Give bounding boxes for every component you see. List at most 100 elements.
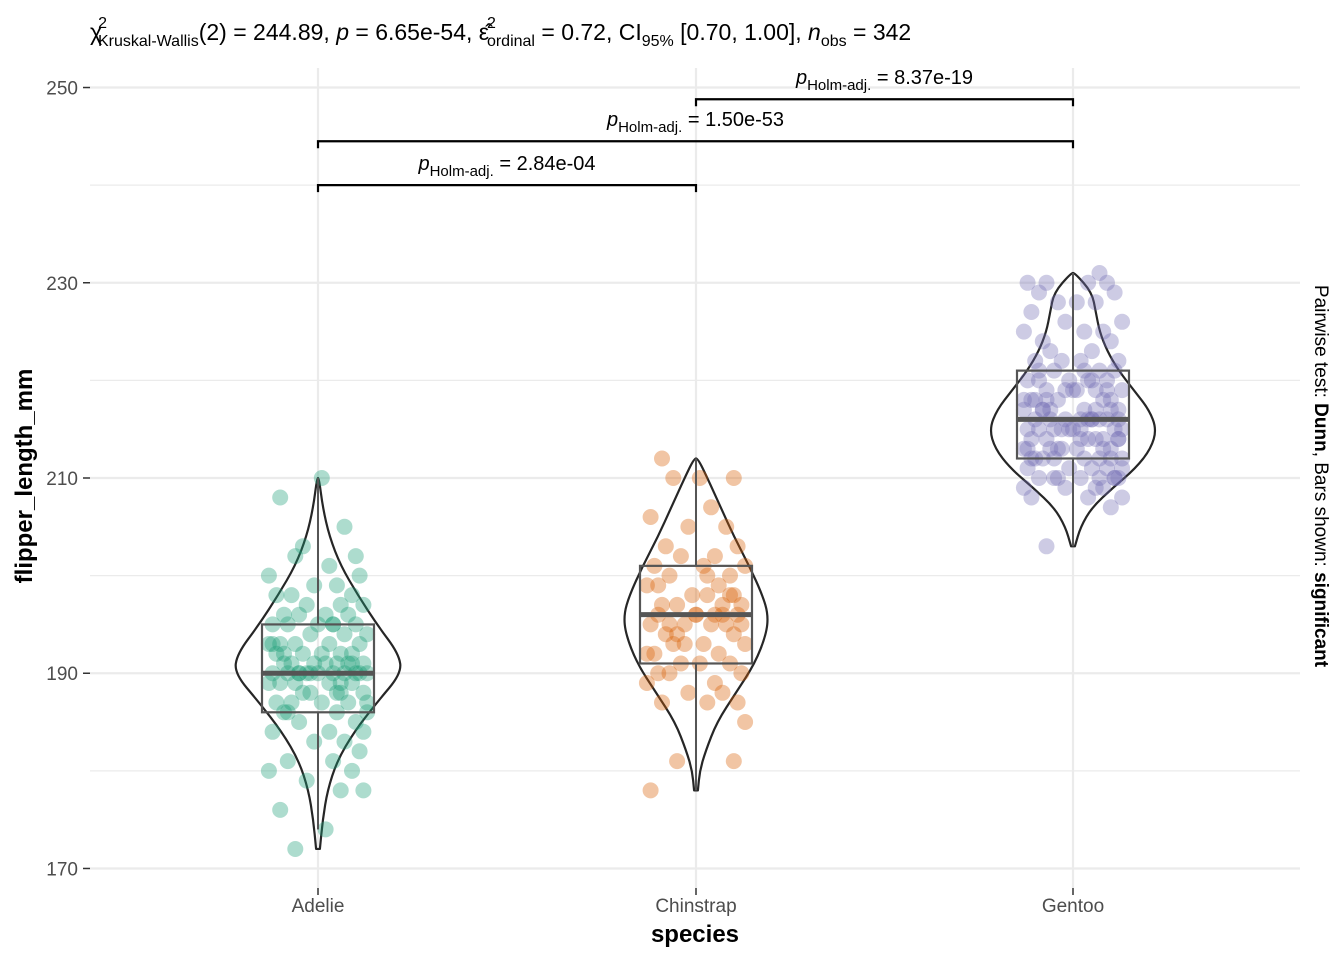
point-gentoo [1106,421,1123,438]
point-chinstrap [733,596,750,613]
x-axis-title: species [651,921,739,948]
point-adelie [351,743,368,760]
point-gentoo [1095,479,1112,496]
point-gentoo [1027,352,1044,369]
point-chinstrap [706,548,723,565]
point-gentoo [1015,401,1032,418]
point-gentoo [1046,470,1063,486]
point-chinstrap [703,499,720,516]
point-adelie [351,567,368,584]
sig-bar-adelie-gentoo [316,140,1075,149]
point-chinstrap [654,694,670,711]
point-gentoo [1102,440,1119,457]
data-points [260,265,1131,857]
point-chinstrap [722,567,738,584]
point-gentoo [1114,421,1131,438]
point-adelie [264,636,281,652]
point-chinstrap [646,645,663,662]
point-gentoo [1106,470,1123,486]
point-chinstrap [699,567,716,584]
point-adelie [332,684,349,701]
sig-bar-adelie-chinstrap [316,184,698,193]
point-adelie [344,587,360,604]
point-adelie [351,636,368,652]
point-gentoo [1053,421,1070,438]
point-gentoo [1042,401,1059,418]
point-gentoo [1023,489,1040,506]
point-gentoo [1102,391,1119,408]
point-gentoo [1053,440,1070,457]
point-chinstrap [714,596,731,613]
point-gentoo [1099,382,1115,399]
point-chinstrap [654,596,670,613]
point-adelie [355,596,372,613]
x-tick-label-gentoo: Gentoo [1042,896,1104,917]
point-adelie [344,675,360,691]
point-gentoo [1095,391,1112,408]
point-chinstrap [710,645,727,662]
chart-subtitle: χ2 Kruskal-Wallis(2) = 244.89, p = 6.65e-… [90,15,911,50]
point-gentoo [1042,343,1059,360]
point-adelie [332,645,349,662]
point-gentoo [1091,470,1108,486]
point-gentoo [1015,323,1032,340]
point-chinstrap [725,753,742,770]
point-gentoo [1072,470,1089,486]
caption-mid: , Bars shown: [1310,452,1331,572]
point-chinstrap [642,782,659,799]
point-gentoo [1102,333,1119,350]
subtitle-chi-sub: Kruskal-Wallis [98,33,199,50]
point-chinstrap [672,548,689,565]
point-chinstrap [733,616,750,633]
subtitle-df: (2) = 244.89, [199,19,336,45]
point-adelie [283,694,300,711]
point-chinstrap [722,587,738,604]
point-adelie [294,538,311,555]
point-adelie [302,684,319,701]
point-chinstrap [703,616,720,633]
subtitle-p-value: = 6.65e-54, [349,19,479,45]
point-gentoo [1027,391,1044,408]
point-chinstrap [684,587,701,604]
point-gentoo [1083,343,1100,360]
point-gentoo [1023,431,1040,447]
point-adelie [272,489,289,506]
point-gentoo [1106,284,1123,301]
point-chinstrap [729,538,746,555]
point-chinstrap [665,470,682,486]
point-gentoo [1038,431,1055,447]
point-chinstrap [638,577,655,594]
point-gentoo [1110,470,1127,486]
point-chinstrap [638,675,655,691]
point-gentoo [1057,313,1074,330]
point-gentoo [1049,470,1066,486]
point-adelie [355,684,372,701]
point-chinstrap [718,518,735,535]
point-adelie [321,636,338,652]
point-adelie [336,518,353,535]
point-gentoo [1038,382,1055,399]
point-gentoo [1080,274,1097,291]
point-chinstrap [676,636,693,652]
point-adelie [332,782,349,799]
subtitle-n-symbol: n [808,19,821,45]
point-chinstrap [718,616,735,633]
point-adelie [302,626,319,643]
point-adelie [317,655,334,672]
point-gentoo [1087,401,1104,418]
y-axis-title: flipper_length_mm [11,369,38,584]
caption-shown: significant [1310,572,1331,668]
point-adelie [272,636,289,652]
x-tick-label-adelie: Adelie [292,896,345,917]
y-axis: 170 190 210 230 250 [46,79,90,880]
point-gentoo [1080,372,1097,389]
point-adelie [291,606,308,623]
point-gentoo [1019,372,1036,389]
sig-label-adelie-chinstrap: pHolm-adj. = 2.84e-04 [417,153,595,180]
point-adelie [336,626,353,643]
point-adelie [283,587,300,604]
point-adelie [287,548,304,565]
point-gentoo [1038,391,1055,408]
point-gentoo [1015,479,1032,496]
subtitle-epsilon-sub: ordinal [487,33,535,50]
